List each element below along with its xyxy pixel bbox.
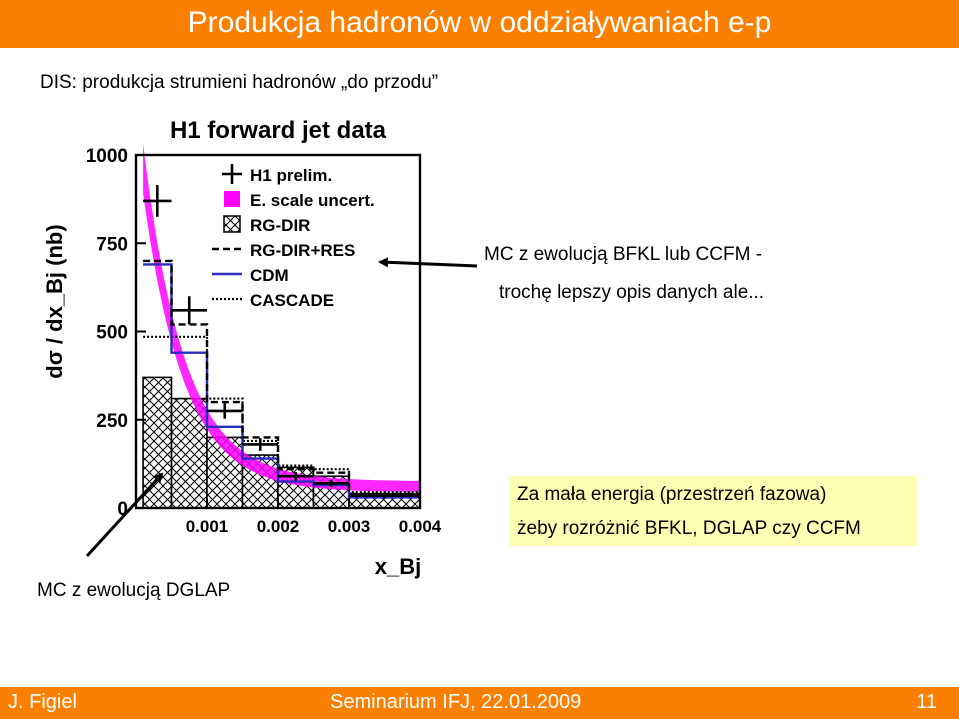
y-tick-label: 0 bbox=[117, 499, 128, 520]
legend-entry: E. scale uncert. bbox=[250, 191, 375, 210]
x-tick-label: 0.002 bbox=[257, 517, 300, 536]
legend-marker-band bbox=[224, 191, 240, 207]
legend-entry: CASCADE bbox=[250, 291, 334, 310]
chart-title: H1 forward jet data bbox=[170, 117, 387, 144]
slide-subtitle: DIS: produkcja strumieni hadronów „do pr… bbox=[40, 72, 439, 93]
title-bar: Produkcja hadronów w oddziaływaniach e-p bbox=[0, 0, 959, 48]
rg-dir-res-line bbox=[143, 259, 420, 496]
note-box: Za mała energia (przestrzeń fazowa) żeby… bbox=[509, 476, 917, 546]
x-axis-label: x_Bj bbox=[375, 554, 421, 579]
y-tick-label: 250 bbox=[96, 411, 128, 432]
y-tick-label: 750 bbox=[96, 234, 128, 255]
note-dglap: MC z ewolucją DGLAP bbox=[37, 580, 231, 601]
footer-event: Seminarium IFJ, 22.01.2009 bbox=[330, 691, 582, 713]
legend-entry: RG-DIR bbox=[250, 216, 310, 235]
note-bfkl-line2: trochę lepszy opis danych ale... bbox=[499, 282, 765, 303]
legend-entry: H1 prelim. bbox=[250, 166, 332, 185]
footer-author: J. Figiel bbox=[8, 691, 77, 713]
y-tick-label: 500 bbox=[96, 323, 128, 344]
note-box-line1: Za mała energia (przestrzeń fazowa) bbox=[517, 484, 827, 505]
chart-svg: 0 250 500 750 1000 0.001 0.002 0.003 0.004 H1 for… bbox=[42, 117, 442, 579]
x-tick-label: 0.003 bbox=[328, 517, 371, 536]
legend-marker-rg-dir bbox=[223, 215, 241, 233]
slide-title: Produkcja hadronów w oddziaływaniach e-p bbox=[187, 6, 772, 39]
x-tick-label: 0.001 bbox=[186, 517, 229, 536]
cdm-line bbox=[143, 263, 420, 499]
legend-entry: RG-DIR+RES bbox=[250, 241, 355, 260]
h1-forward-jet-plot: 0 250 500 750 1000 0.001 0.002 0.003 0.004 H1 for… bbox=[28, 108, 454, 584]
footer-page-number: 11 bbox=[916, 691, 937, 713]
x-tick-label: 0.004 bbox=[399, 517, 442, 536]
y-tick-label: 1000 bbox=[86, 146, 128, 167]
legend-entry: CDM bbox=[250, 266, 289, 285]
note-bfkl-line1: MC z ewolucją BFKL lub CCFM - bbox=[484, 244, 763, 265]
note-box-line2: żeby rozróżnić BFKL, DGLAP czy CCFM bbox=[517, 518, 861, 539]
footer-bar: J. Figiel Seminarium IFJ, 22.01.2009 11 bbox=[0, 687, 959, 719]
y-axis-label: dσ / dx_Bj (nb) bbox=[42, 224, 67, 378]
rg-dir-bar bbox=[142, 376, 173, 509]
